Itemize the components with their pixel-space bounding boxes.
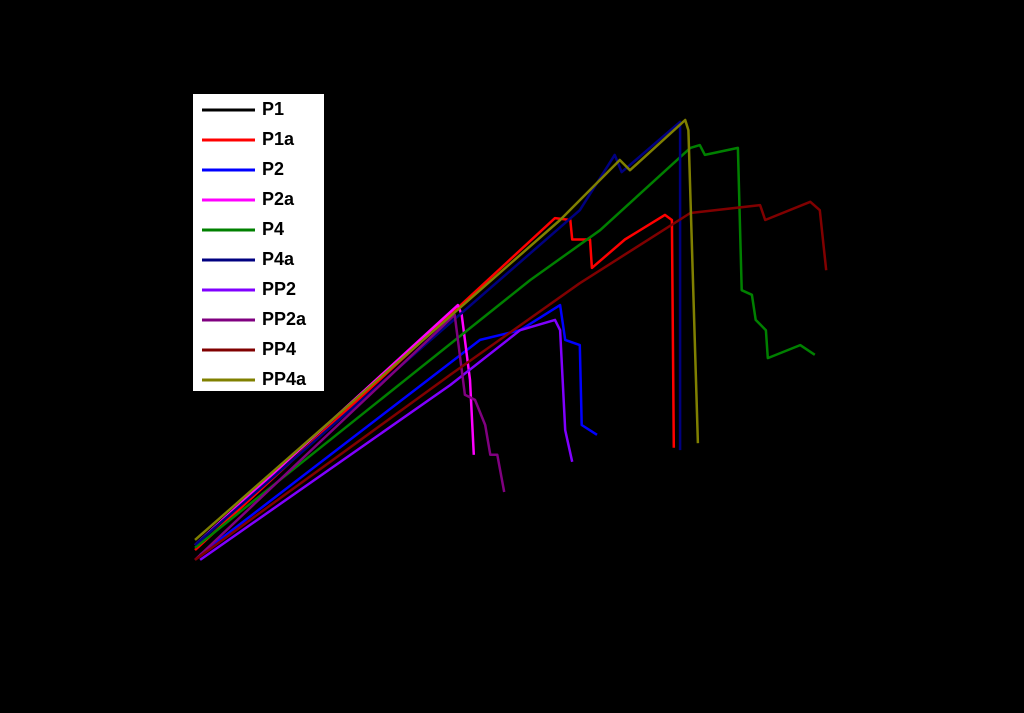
legend-label: PP2a — [262, 309, 307, 329]
legend-label: P1 — [262, 99, 284, 119]
legend-label: P2 — [262, 159, 284, 179]
series-line — [194, 143, 816, 549]
series-line — [194, 313, 506, 561]
series-line — [194, 120, 682, 546]
series-line — [199, 303, 598, 556]
series-line — [199, 318, 574, 561]
legend-label: P4 — [262, 219, 284, 239]
series-line — [194, 118, 700, 541]
legend-label: P1a — [262, 129, 295, 149]
series-line — [194, 200, 828, 561]
legend-label: P4a — [262, 249, 295, 269]
legend-label: PP4 — [262, 339, 296, 359]
legend: P1 P1a P2 P2a P4 P4a PP2 PP2a PP4 PP4a — [193, 94, 324, 391]
legend-label: PP2 — [262, 279, 296, 299]
legend-label: PP4a — [262, 369, 307, 389]
plot-area — [194, 118, 828, 561]
legend-label: P2a — [262, 189, 295, 209]
legend-box — [193, 94, 324, 391]
